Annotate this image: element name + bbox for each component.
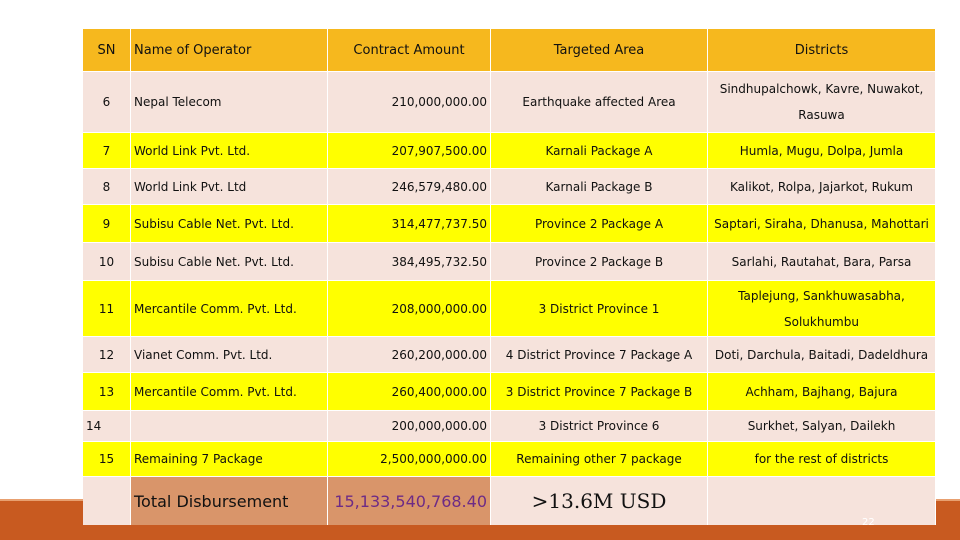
cell-districts: Sindhupalchowk, Kavre, Nuwakot, Rasuwa: [708, 71, 936, 132]
cell-area: 3 District Province 6: [491, 410, 708, 441]
cell-area: Province 2 Package B: [491, 242, 708, 280]
total-amount: 15,133,540,768.40: [328, 476, 491, 525]
cell-districts: Sarlahi, Rautahat, Bara, Parsa: [708, 242, 936, 280]
cell-districts: Surkhet, Salyan, Dailekh: [708, 410, 936, 441]
header-amount: Contract Amount: [328, 29, 491, 71]
table-row: 15 Remaining 7 Package 2,500,000,000.00 …: [83, 441, 936, 476]
cell-districts: Doti, Darchula, Baitadi, Dadeldhura: [708, 336, 936, 372]
disbursement-table: SN Name of Operator Contract Amount Targ…: [83, 29, 936, 525]
header-operator: Name of Operator: [131, 29, 328, 71]
cell-amount: 314,477,737.50: [328, 204, 491, 242]
cell-area: Province 2 Package A: [491, 204, 708, 242]
cell-sn: 6: [83, 71, 131, 132]
districts-line-1: Sindhupalchowk, Kavre, Nuwakot,: [719, 82, 924, 96]
cell-sn: 15: [83, 441, 131, 476]
table-row: 14 200,000,000.00 3 District Province 6 …: [83, 410, 936, 441]
table-row: 13 Mercantile Comm. Pvt. Ltd. 260,400,00…: [83, 372, 936, 410]
header-districts: Districts: [708, 29, 936, 71]
cell-area: Karnali Package B: [491, 168, 708, 204]
cell-amount: 207,907,500.00: [328, 132, 491, 168]
cell-operator: Vianet Comm. Pvt. Ltd.: [131, 336, 328, 372]
cell-area: Remaining other 7 package: [491, 441, 708, 476]
cell-districts: Saptari, Siraha, Dhanusa, Mahottari: [708, 204, 936, 242]
cell-sn: 13: [83, 372, 131, 410]
cell-area: 4 District Province 7 Package A: [491, 336, 708, 372]
cell-districts: Achham, Bajhang, Bajura: [708, 372, 936, 410]
table-row: 8 World Link Pvt. Ltd 246,579,480.00 Kar…: [83, 168, 936, 204]
cell-operator: Mercantile Comm. Pvt. Ltd.: [131, 280, 328, 336]
cell-amount: 210,000,000.00: [328, 71, 491, 132]
cell-operator: Subisu Cable Net. Pvt. Ltd.: [131, 204, 328, 242]
cell-amount: 200,000,000.00: [328, 410, 491, 441]
cell-amount: 246,579,480.00: [328, 168, 491, 204]
cell-operator: World Link Pvt. Ltd.: [131, 132, 328, 168]
page-number: 22: [862, 517, 875, 528]
cell-amount: 260,200,000.00: [328, 336, 491, 372]
total-label: Total Disbursement: [131, 476, 328, 525]
cell-area: Earthquake affected Area: [491, 71, 708, 132]
cell-districts: Taplejung, Sankhuwasabha, Solukhumbu: [708, 280, 936, 336]
cell-sn: 12: [83, 336, 131, 372]
cell-operator: World Link Pvt. Ltd: [131, 168, 328, 204]
table-row: 10 Subisu Cable Net. Pvt. Ltd. 384,495,7…: [83, 242, 936, 280]
cell-operator: [131, 410, 328, 441]
cell-amount: 2,500,000,000.00: [328, 441, 491, 476]
total-row: Total Disbursement 15,133,540,768.40 >13…: [83, 476, 936, 525]
districts-line-2: Solukhumbu: [784, 314, 859, 329]
header-sn: SN: [83, 29, 131, 71]
cell-operator: Mercantile Comm. Pvt. Ltd.: [131, 372, 328, 410]
table-row: 12 Vianet Comm. Pvt. Ltd. 260,200,000.00…: [83, 336, 936, 372]
cell-amount: 384,495,732.50: [328, 242, 491, 280]
cell-area: 3 District Province 7 Package B: [491, 372, 708, 410]
cell-operator: Remaining 7 Package: [131, 441, 328, 476]
cell-amount: 208,000,000.00: [328, 280, 491, 336]
total-usd: >13.6M USD: [491, 476, 708, 525]
cell-operator: Nepal Telecom: [131, 71, 328, 132]
districts-line-1: Taplejung, Sankhuwasabha,: [738, 288, 905, 303]
cell-districts: Kalikot, Rolpa, Jajarkot, Rukum: [708, 168, 936, 204]
cell-area: Karnali Package A: [491, 132, 708, 168]
table-row: 6 Nepal Telecom 210,000,000.00 Earthquak…: [83, 71, 936, 132]
cell-districts: for the rest of districts: [708, 441, 936, 476]
cell-area: 3 District Province 1: [491, 280, 708, 336]
table-row: 9 Subisu Cable Net. Pvt. Ltd. 314,477,73…: [83, 204, 936, 242]
cell-sn: 7: [83, 132, 131, 168]
total-districts-blank: [708, 476, 936, 525]
cell-sn: 9: [83, 204, 131, 242]
table-header-row: SN Name of Operator Contract Amount Targ…: [83, 29, 936, 71]
cell-districts: Humla, Mugu, Dolpa, Jumla: [708, 132, 936, 168]
cell-sn: 10: [83, 242, 131, 280]
cell-amount: 260,400,000.00: [328, 372, 491, 410]
header-area: Targeted Area: [491, 29, 708, 71]
cell-sn: 14: [83, 410, 131, 441]
total-sn-blank: [83, 476, 131, 525]
cell-sn: 8: [83, 168, 131, 204]
cell-sn: 11: [83, 280, 131, 336]
table-row: 11 Mercantile Comm. Pvt. Ltd. 208,000,00…: [83, 280, 936, 336]
districts-line-2: Rasuwa: [798, 108, 845, 122]
cell-operator: Subisu Cable Net. Pvt. Ltd.: [131, 242, 328, 280]
table-row: 7 World Link Pvt. Ltd. 207,907,500.00 Ka…: [83, 132, 936, 168]
